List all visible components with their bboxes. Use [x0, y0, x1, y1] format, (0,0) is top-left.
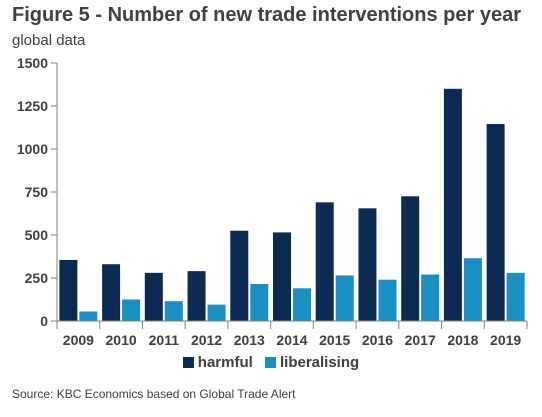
legend-label-harmful: harmful [197, 354, 253, 371]
bar-harmful-2014 [273, 232, 291, 321]
bar-liberalising-2019 [506, 272, 525, 321]
legend-item-liberalising: liberalising [264, 354, 360, 371]
legend-swatch-harmful [182, 357, 194, 368]
x-tick-label: 2019 [490, 332, 521, 348]
x-tick-label: 2017 [405, 332, 436, 348]
x-tick-label: 2010 [106, 332, 137, 348]
bar-harmful-2015 [315, 202, 334, 321]
y-tick-label: 1000 [17, 141, 48, 157]
x-tick-label: 2011 [149, 332, 180, 348]
bar-liberalising-2010 [122, 299, 141, 321]
bar-harmful-2018 [443, 88, 462, 321]
bar-harmful-2009 [59, 259, 78, 321]
chart-subtitle: global data [12, 32, 86, 49]
bar-harmful-2012 [187, 271, 206, 321]
bar-liberalising-2014 [293, 288, 311, 321]
legend: harmful liberalising [0, 354, 542, 372]
bar-liberalising-2013 [250, 284, 269, 321]
source-note: Source: KBC Economics based on Global Tr… [12, 387, 296, 401]
bar-liberalising-2012 [207, 304, 226, 321]
x-tick-label: 2018 [447, 332, 478, 348]
bar-harmful-2011 [144, 272, 163, 321]
bar-liberalising-2009 [79, 311, 98, 321]
legend-label-liberalising: liberalising [279, 354, 360, 371]
x-axis: 2009 2010 2011 2012 2013 2014 2015 2016 2017 2018… [56, 320, 528, 348]
bar-harmful-2019 [486, 124, 505, 321]
bar-harmful-2013 [230, 230, 249, 321]
x-tick-label: 2015 [319, 332, 350, 348]
bar-liberalising-2017 [421, 274, 440, 321]
x-tick-label: 2014 [276, 332, 307, 348]
bar-harmful-2010 [102, 264, 121, 321]
bar-liberalising-2016 [378, 279, 397, 321]
bar-harmful-2016 [358, 208, 377, 321]
bar-liberalising-2015 [335, 275, 354, 321]
y-tick-label: 1500 [17, 55, 48, 71]
x-tick-label: 2016 [362, 332, 393, 348]
bars [59, 88, 525, 321]
legend-item-harmful: harmful [182, 354, 253, 371]
x-tick-label: 2013 [234, 332, 265, 348]
x-tick-label: 2012 [191, 332, 222, 348]
y-axis: 0 250 500 750 1000 1250 1500 [17, 55, 58, 329]
bar-liberalising-2011 [164, 301, 183, 321]
y-tick-label: 0 [40, 313, 48, 329]
y-tick-label: 1250 [17, 98, 48, 114]
y-tick-label: 750 [25, 184, 49, 200]
chart-title: Figure 5 - Number of new trade intervent… [12, 4, 522, 26]
x-tick-label: 2009 [63, 332, 94, 348]
bar-harmful-2017 [401, 196, 420, 321]
legend-swatch-liberalising [264, 357, 276, 368]
y-tick-label: 250 [25, 270, 49, 286]
y-tick-label: 500 [25, 227, 49, 243]
bar-liberalising-2018 [463, 258, 482, 321]
